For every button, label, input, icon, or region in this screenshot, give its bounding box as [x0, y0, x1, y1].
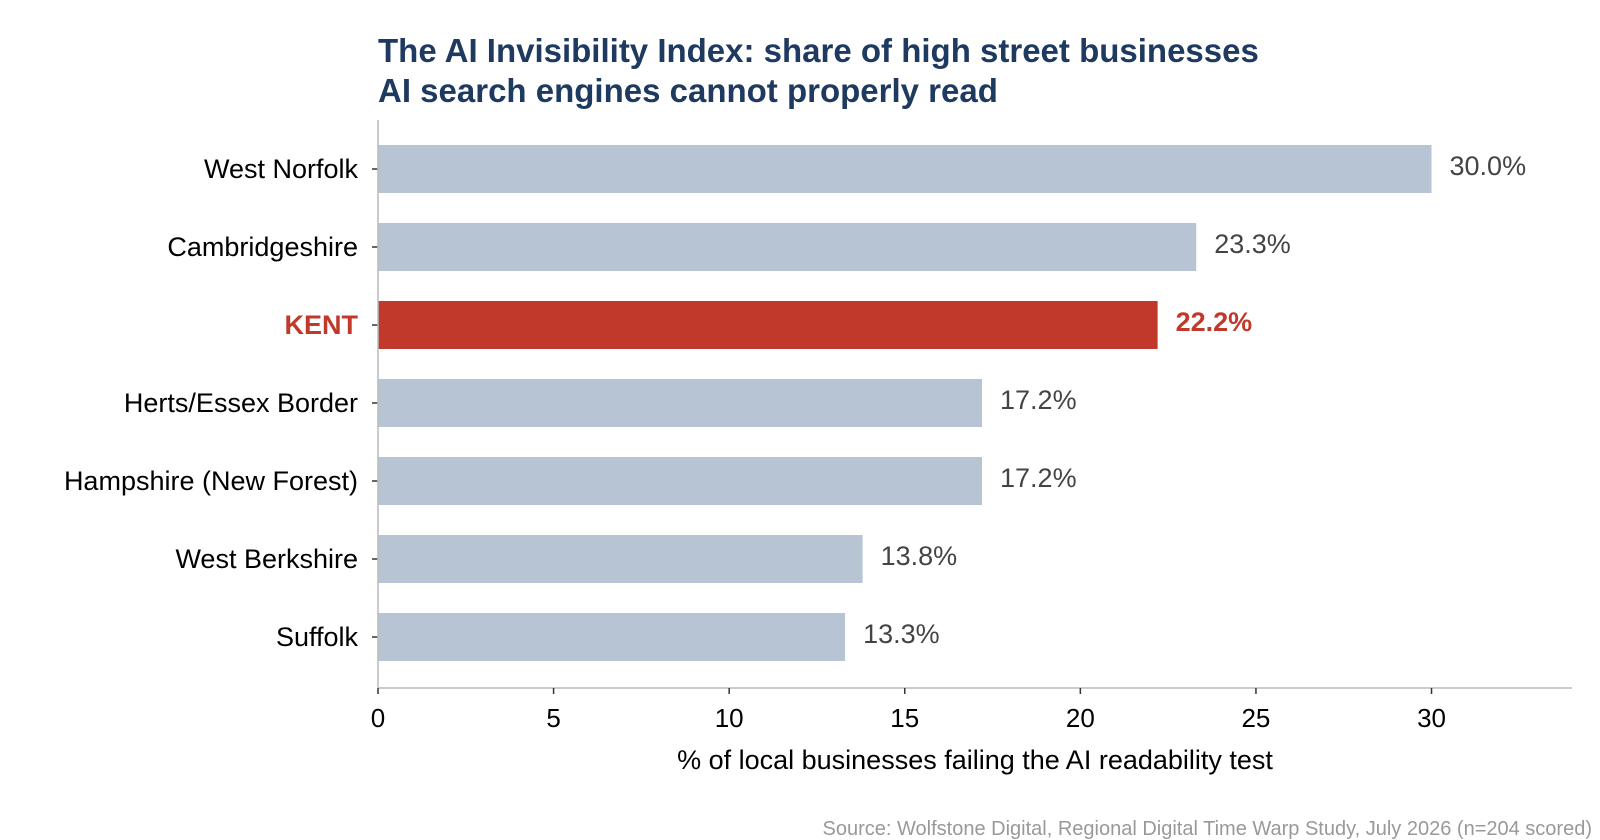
- category-label-3: Herts/Essex Border: [124, 388, 358, 418]
- value-label-3: 17.2%: [1000, 385, 1077, 415]
- x-tick-label-6: 30: [1417, 703, 1446, 733]
- x-tick-label-3: 15: [890, 703, 919, 733]
- source-note: Source: Wolfstone Digital, Regional Digi…: [823, 818, 1592, 840]
- x-axis-label: % of local businesses failing the AI rea…: [677, 745, 1273, 775]
- category-label-4: Hampshire (New Forest): [64, 466, 358, 496]
- bars-layer: [378, 145, 1432, 661]
- category-labels: West Norfolk Cambridgeshire KENT Herts/Esse…: [64, 154, 378, 652]
- x-tick-label-5: 25: [1241, 703, 1270, 733]
- bar-1: [378, 223, 1197, 271]
- value-label-4: 17.2%: [1000, 463, 1077, 493]
- bar-5: [378, 535, 863, 583]
- category-label-1: Cambridgeshire: [167, 232, 358, 262]
- chart-title-line-1: The AI Invisibility Index: share of high…: [378, 32, 1259, 69]
- value-label-6: 13.3%: [863, 619, 940, 649]
- x-tick-label-4: 20: [1066, 703, 1095, 733]
- bar-3: [378, 379, 983, 427]
- category-label-2: KENT: [285, 310, 359, 340]
- value-labels: 30.0% 23.3% 22.2% 17.2% 17.2% 13.8% 13.3%: [863, 151, 1526, 649]
- bar-4: [378, 457, 983, 505]
- category-label-5: West Berkshire: [175, 544, 358, 574]
- x-tick-label-1: 5: [546, 703, 560, 733]
- value-label-2: 22.2%: [1176, 307, 1253, 337]
- bar-6: [378, 613, 846, 661]
- value-label-1: 23.3%: [1214, 229, 1291, 259]
- category-label-0: West Norfolk: [204, 154, 359, 184]
- bar-2: [378, 301, 1158, 349]
- x-tick-label-0: 0: [371, 703, 385, 733]
- x-tick-label-2: 10: [715, 703, 744, 733]
- category-label-6: Suffolk: [276, 622, 359, 652]
- x-ticks: 0 5 10 15 20 25 30: [371, 688, 1446, 733]
- value-label-0: 30.0%: [1450, 151, 1527, 181]
- value-label-5: 13.8%: [881, 541, 958, 571]
- bar-0: [378, 145, 1432, 193]
- chart-title-line-2: AI search engines cannot properly read: [378, 72, 998, 109]
